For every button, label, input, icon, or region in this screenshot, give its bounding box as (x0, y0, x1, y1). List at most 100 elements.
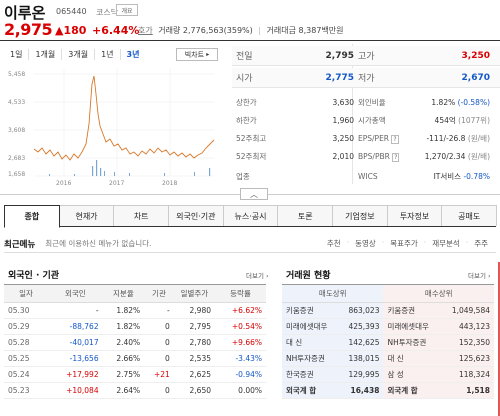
open-label: 시가 (236, 74, 253, 84)
table-row: 05.23 +10,084 2.64% 0 2,650 0.00% (4, 382, 266, 399)
side-panel-edge (498, 262, 500, 416)
overview-dropdown[interactable]: 개요 (116, 4, 138, 16)
help-icon: ? (392, 153, 400, 162)
52w-high-value: 3,250 (332, 134, 354, 143)
upper-limit-label: 상한가 (236, 98, 257, 107)
foreign-ratio-label: 외인비율 (358, 98, 386, 107)
broker-title: 거래원 현황 (286, 271, 331, 281)
stock-name: 이루온 (4, 4, 46, 22)
price-chart[interactable]: 5,458 4,533 3,608 2,683 1,658 2016 2017 … (4, 64, 216, 186)
eps-per-label: EPS/PER ? (358, 134, 399, 144)
table-row: NH투자증권 138,015 대 신 125,623 (282, 350, 494, 367)
link-recommend[interactable]: 추천 (326, 239, 341, 248)
big-chart-button[interactable]: 빅차트 ▸ (176, 48, 218, 61)
trade-meta: 호가 거래량 2,776,563(359%) | 거래대금 8,387백만원 (138, 26, 344, 35)
bps-pbr-label: BPS/PBR ? (358, 152, 400, 162)
broker-more-link[interactable]: 더보기 › (468, 272, 491, 280)
tab-investment-info[interactable]: 투자정보 (386, 205, 443, 226)
period-1y[interactable]: 1년 (95, 49, 121, 60)
quote-link[interactable]: 호가 (138, 26, 153, 35)
chevron-right-icon: › (488, 272, 491, 280)
bps-pbr-value: 1,270/2.34 (원/배) (424, 152, 490, 161)
volume-value: 2,776,563(359%) (182, 26, 253, 35)
col-buy-top: 매수상위 (383, 284, 494, 303)
tab-chart[interactable]: 차트 (113, 205, 170, 226)
amount-value: 8,387백만원 (298, 26, 344, 35)
tab-short-selling[interactable]: 공매도 (441, 205, 498, 226)
x-tick: 2017 (109, 180, 124, 186)
recent-links: 추천 · 동영상 · 목표주가 · 재무분석 · 주주 (326, 238, 488, 248)
prev-close-value: 2,795 (325, 50, 354, 61)
current-price: 2,975 (4, 20, 53, 39)
y-tick: 1,658 (8, 171, 25, 178)
period-1d[interactable]: 1일 (4, 49, 30, 60)
table-row: 대 신 142,625 NH투자증권 152,350 (282, 334, 494, 351)
stock-code: 065440 (56, 7, 87, 16)
table-row: 05.29 -88,762 1.82% 0 2,795 +0.54% (4, 318, 266, 335)
market-label: 코스닥 (96, 8, 119, 17)
foreign-ratio-value: 1.82% (-0.58%) (431, 98, 490, 107)
link-financial-analysis[interactable]: 재무분석 (432, 239, 460, 248)
collapse-button[interactable]: ︿ (240, 188, 268, 200)
chevron-up-icon: ︿ (250, 189, 258, 199)
wics-value[interactable]: IT서비스 -0.78% (433, 172, 490, 181)
link-target-price[interactable]: 목표주가 (390, 239, 418, 248)
col-daily-price: 일별주가 (173, 284, 215, 303)
main-tabs: 종합 현재가 차트 외국인·기관 뉴스·공시 토론 기업정보 투자정보 공매도 (4, 205, 498, 228)
y-tick: 5,458 (8, 71, 25, 78)
x-tick: 2018 (162, 180, 177, 186)
y-tick: 4,533 (8, 99, 25, 106)
open-value: 2,775 (325, 72, 354, 83)
total-row: 외국계 합 16,438 외국계 합 1,518 (282, 382, 494, 399)
col-share: 지분율 (102, 284, 145, 303)
52w-low-label: 52주최저 (236, 152, 267, 161)
chevron-right-icon: › (266, 272, 269, 280)
help-icon: ? (391, 135, 399, 144)
col-institution: 기관 (144, 284, 174, 303)
broker-table: 매도상위 매수상위 키움증권 863,023 키움증권 1,049,584 미래에셋… (282, 284, 494, 399)
table-row: 05.25 -13,656 2.66% 0 2,535 -3.43% (4, 350, 266, 367)
low-value: 2,670 (461, 72, 490, 83)
table-row: 키움증권 863,023 키움증권 1,049,584 (282, 302, 494, 319)
recent-menu-title: 최근메뉴 (4, 239, 36, 250)
tab-company-info[interactable]: 기업정보 (332, 205, 388, 226)
foreign-more-link[interactable]: 더보기 › (246, 272, 269, 280)
foreign-institution-table: 일자 외국인 지분율 기관 일별주가 등락률 05.30-1.82% -2,98… (4, 284, 266, 399)
high-label: 고가 (358, 52, 375, 62)
upper-limit-value: 3,630 (332, 98, 354, 107)
prev-close-label: 전일 (236, 52, 253, 62)
link-shareholders[interactable]: 주주 (474, 239, 488, 248)
period-3y[interactable]: 3년 (126, 50, 140, 59)
low-label: 저가 (358, 74, 375, 84)
tab-discussion[interactable]: 토론 (277, 205, 334, 226)
dropdown-label: 개요 (121, 7, 133, 15)
tab-foreign-institution[interactable]: 외국인·기관 (168, 205, 224, 226)
wics-label: WICS (358, 172, 378, 181)
tab-news[interactable]: 뉴스·공시 (222, 205, 279, 226)
52w-low-value: 2,010 (332, 152, 354, 161)
period-1m[interactable]: 1개월 (29, 49, 63, 60)
table-row: 05.28 -40,017 2.40% 0 2,780 +9.66% (4, 334, 266, 351)
y-tick: 3,608 (8, 127, 25, 134)
tab-overview[interactable]: 종합 (4, 205, 60, 228)
table-row: 한국증권 129,995 삼 성 118,324 (282, 366, 494, 383)
col-sell-top: 매도상위 (282, 284, 384, 303)
col-foreign: 외국인 (48, 284, 103, 303)
big-chart-label: 빅차트 (184, 50, 205, 59)
lower-limit-label: 하한가 (236, 116, 257, 125)
high-value: 3,250 (461, 50, 490, 61)
price-line (33, 75, 215, 161)
table-row: 미래에셋대우 425,393 미래에셋대우 443,123 (282, 318, 494, 335)
tab-current-price[interactable]: 현재가 (58, 205, 115, 226)
table-row: 05.30-1.82% -2,980 +6.62% (4, 302, 266, 319)
price-change-pct: +6.44% (92, 24, 140, 37)
sector-label: 업종 (236, 172, 250, 181)
price-change: ▲180 (55, 24, 87, 37)
market-cap-value: 454억 (1077위) (434, 116, 490, 125)
col-change-rate: 등락률 (215, 284, 266, 303)
recent-menu-bar: 최근메뉴 최근에 이용하신 메뉴가 없습니다. 추천 · 동영상 · 목표주가 · 재… (4, 235, 496, 253)
period-3m[interactable]: 3개월 (62, 49, 96, 60)
link-video[interactable]: 동영상 (355, 239, 376, 248)
market-cap-label: 시가총액 (358, 116, 386, 125)
chevron-right-icon: ▸ (206, 51, 210, 58)
